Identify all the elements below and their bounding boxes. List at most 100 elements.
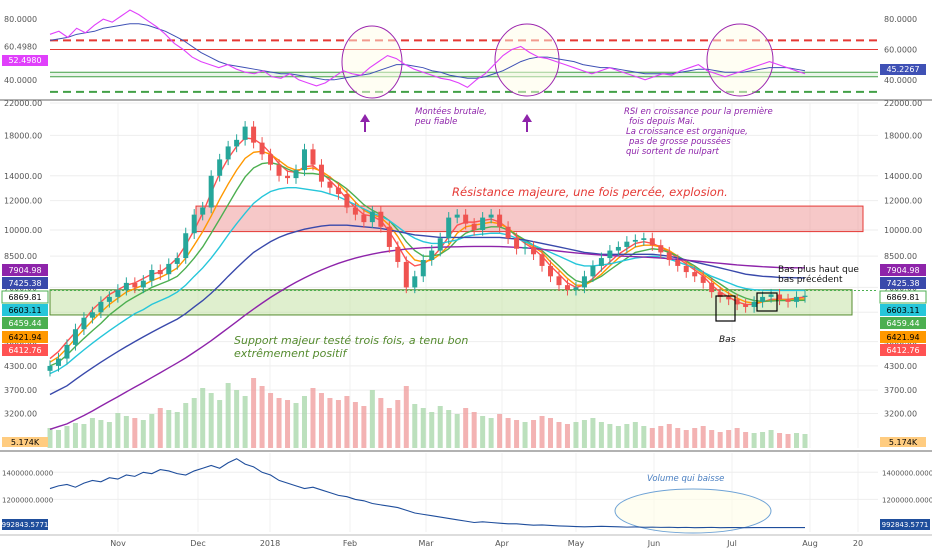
candle-body — [437, 238, 443, 251]
annotation-bas: Bas — [719, 335, 736, 345]
candle-body — [217, 159, 223, 176]
volume-bar — [615, 426, 621, 448]
volume-bar — [64, 426, 70, 448]
volume-bar — [726, 430, 732, 448]
volume-bar — [293, 403, 299, 448]
x-tick-label: Aug — [802, 539, 818, 548]
candle-body — [166, 263, 172, 275]
volume-bar — [157, 408, 163, 448]
volume-ma-badge-right: 992843.5771 — [880, 519, 930, 530]
candle-body — [777, 294, 783, 300]
rsi-tick-label: 40.0000 — [884, 76, 917, 85]
candle-body — [242, 126, 248, 140]
candle-body — [149, 269, 155, 281]
price-badge-label: 6603.11 — [8, 306, 41, 315]
volume-ma-badge-left: 992843.5771 — [2, 519, 48, 530]
candle-body — [488, 214, 494, 218]
candle-body — [598, 258, 604, 266]
candle-body — [590, 265, 596, 277]
candle-body — [717, 292, 723, 297]
price-badge — [2, 264, 48, 276]
x-tick-label: Jun — [647, 539, 661, 548]
volume-bar — [335, 400, 341, 448]
candle-body — [123, 282, 129, 290]
volume-bar — [352, 402, 358, 448]
price-tick-left: 12000.00 — [4, 197, 42, 206]
candle-body — [497, 214, 503, 227]
price-badge-label: 6421.94 — [8, 333, 41, 342]
volume-circle — [614, 488, 772, 534]
candle-body — [692, 272, 698, 277]
price-badge-label: 6459.44 — [8, 319, 41, 328]
rsi-ma-line — [49, 23, 806, 81]
volume-bar — [89, 418, 95, 448]
volume-bar — [395, 400, 401, 448]
rsi-left-tick-label: 60.4980 — [4, 42, 37, 51]
candle-body — [251, 126, 257, 143]
volume-bar — [658, 426, 664, 448]
price-tick-left: 22000.00 — [4, 99, 42, 108]
candle-body — [802, 295, 808, 297]
candle-body — [81, 317, 87, 330]
price-tick-left: 3700.00 — [4, 386, 37, 395]
candle-body — [785, 299, 791, 302]
candle-body — [276, 164, 282, 176]
volume-bar — [98, 420, 104, 448]
x-tick-label: Apr — [495, 539, 510, 548]
annotation-rsi-line-3: La croissance est organique, — [626, 127, 748, 137]
candle-body — [64, 344, 70, 359]
volume-bar — [743, 432, 749, 448]
price-badge-label: 6412.76 — [886, 346, 919, 355]
volume-bar — [734, 428, 740, 448]
volume-bar — [115, 413, 121, 448]
price-tick-left: 14000.00 — [4, 172, 42, 181]
volume-bar — [539, 416, 545, 448]
x-tick-label: 20 — [853, 539, 863, 548]
volume-bar — [106, 422, 112, 448]
candle-body — [666, 252, 672, 260]
annotation-support-line-1: Support majeur testé trois fois, a tenu … — [234, 334, 468, 347]
volume-ma-tick-left: 1200000.0000 — [2, 496, 53, 504]
price-tick-right: 14000.00 — [884, 172, 922, 181]
x-tick-label: Dec — [190, 539, 205, 548]
rsi-circle-3 — [706, 23, 774, 97]
price-tick-right: 18000.00 — [884, 131, 922, 140]
price-tick-right: 8500.00 — [884, 252, 917, 261]
candle-body — [378, 211, 384, 227]
candle-body — [89, 312, 95, 318]
volume-bar — [174, 412, 180, 448]
volume-ma-panel: 1400000.0000 1200000.0000 1400000.0000 120… — [2, 458, 932, 534]
price-tick-left: 10000.00 — [4, 226, 42, 235]
candle-body — [675, 259, 681, 266]
x-tick-label: Mar — [418, 539, 434, 548]
candle-body — [615, 246, 621, 251]
candle-body — [225, 146, 231, 160]
volume-bar — [624, 424, 630, 448]
annotation-bas-haut: Bas plus haut que bas précédent — [778, 265, 859, 285]
annotation-montees: Montées brutale, peu fiable — [414, 106, 487, 127]
volume-bar — [183, 403, 189, 448]
volume-bar — [191, 398, 197, 448]
volume-ma-tick-right: 1400000.0000 — [882, 469, 932, 477]
candle-body — [505, 226, 511, 239]
candle-body — [751, 301, 757, 307]
volume-bar — [200, 388, 206, 448]
candle-body — [446, 217, 452, 239]
candle-body — [480, 217, 486, 230]
volume-bar — [55, 430, 61, 448]
candle-body — [556, 276, 562, 286]
price-tick-left: 3200.00 — [4, 409, 37, 418]
volume-bar — [386, 408, 392, 448]
arrow-2 — [522, 114, 532, 132]
volume-bar — [268, 393, 274, 448]
volume-ma-tick-right: 1200000.0000 — [882, 496, 932, 504]
candle-body — [641, 238, 647, 240]
candle-body — [454, 214, 460, 218]
x-tick-label: Nov — [110, 539, 126, 548]
volume-bar — [632, 422, 638, 448]
volume-bar — [522, 422, 528, 448]
rsi-ma-label: 45.2267 — [886, 65, 919, 74]
candle-body — [760, 296, 766, 302]
price-badge-label: 6869.81 — [8, 293, 41, 302]
